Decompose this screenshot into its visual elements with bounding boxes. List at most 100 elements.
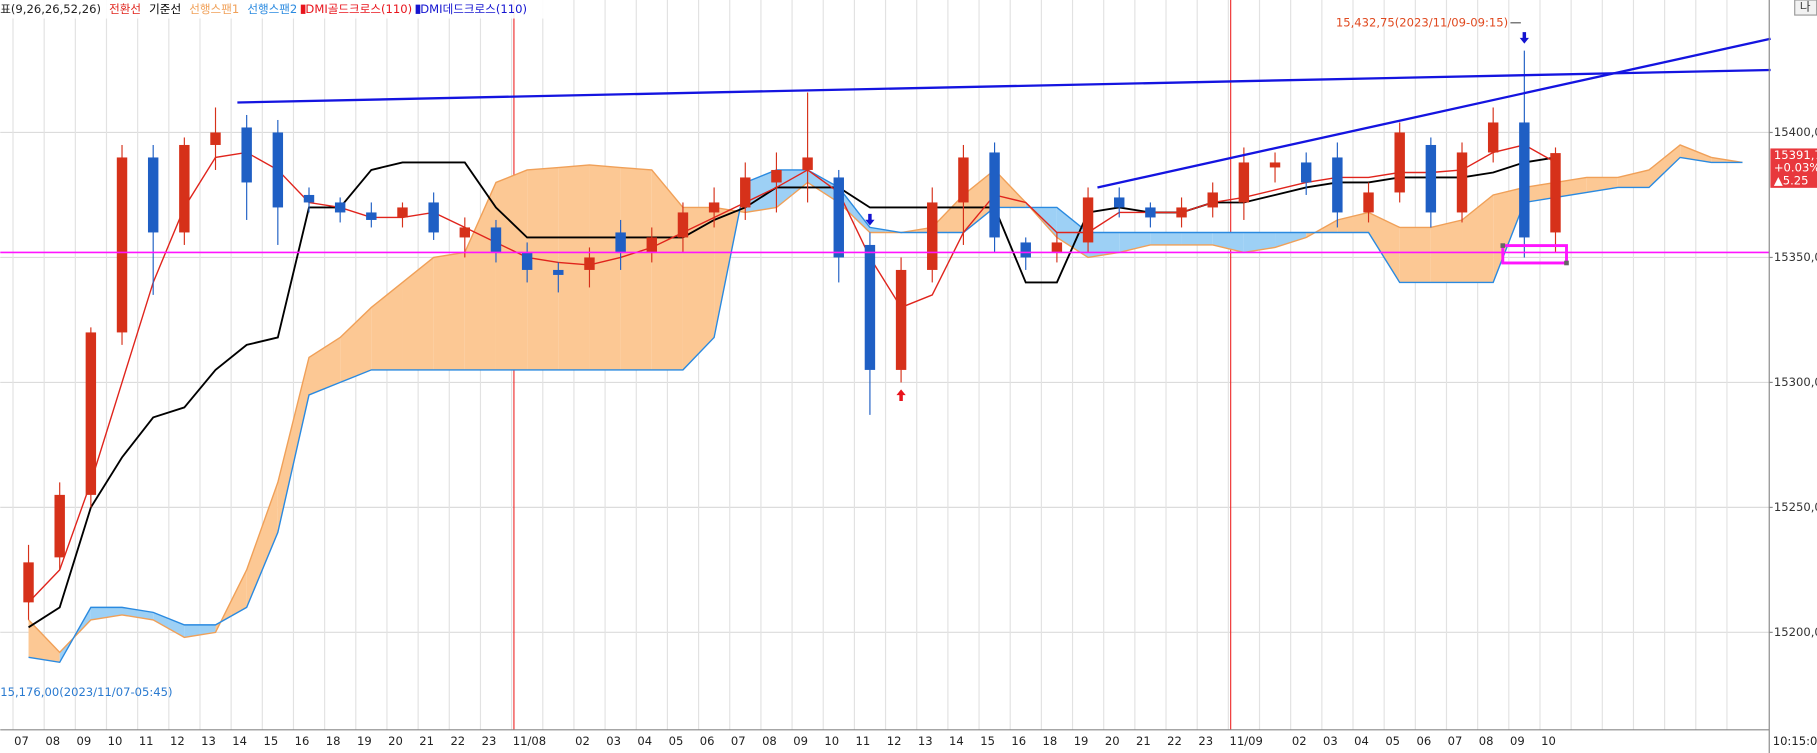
x-tick-label: 15 xyxy=(980,734,995,748)
x-tick-label: 06 xyxy=(1416,734,1431,748)
cloud-segment xyxy=(1243,232,1276,253)
x-tick-label: 02 xyxy=(1292,734,1307,748)
annotation: 15,432,75(2023/11/09-09:15) xyxy=(1336,15,1508,29)
candle-body xyxy=(1519,122,1530,238)
x-tick-label: 11 xyxy=(856,734,871,748)
legend-entry: 선행스팬2 xyxy=(247,2,297,16)
candle-body xyxy=(1176,207,1187,218)
cloud-segment xyxy=(402,257,434,370)
x-tick-label: 08 xyxy=(762,734,777,748)
trendline xyxy=(237,68,1771,104)
candle-body xyxy=(1363,192,1374,213)
cloud-segment xyxy=(495,169,528,370)
candle-body xyxy=(303,194,315,203)
cloud-segment xyxy=(1337,212,1369,233)
cloud-segment xyxy=(1399,227,1431,283)
signal-arrow xyxy=(896,389,906,401)
cloud-segment xyxy=(433,252,465,370)
x-tick-label: 05 xyxy=(669,734,684,748)
cloud-segment xyxy=(558,164,590,370)
x-tick-label: 05 xyxy=(1385,734,1400,748)
last-price-delta: ▲5.25 xyxy=(1774,173,1809,187)
cloud-segment xyxy=(308,337,341,395)
x-tick-label: 07 xyxy=(1448,734,1463,748)
candle-body xyxy=(490,227,502,253)
x-tick-label: 08 xyxy=(45,734,60,748)
candle-body xyxy=(740,177,751,208)
cloud-segment xyxy=(1275,232,1307,248)
x-tick-label: 10 xyxy=(824,734,839,748)
legend-entry: 표(9,26,26,52,26) xyxy=(0,2,101,16)
candle-body xyxy=(646,237,657,253)
legend-entry: DMI데드크로스(110) xyxy=(420,2,527,16)
candle-body xyxy=(1082,197,1094,243)
candle-body xyxy=(677,212,689,238)
x-tick-label: 03 xyxy=(1323,734,1338,748)
x-tick-label: 21 xyxy=(1136,734,1151,748)
indicator-line xyxy=(28,156,1556,629)
candle-body xyxy=(397,207,408,218)
x-tick-label: 09 xyxy=(793,734,808,748)
candle-body xyxy=(989,152,1000,238)
cloud-segment xyxy=(1430,219,1463,283)
cloud-segment xyxy=(277,357,309,533)
x-tick-label: 21 xyxy=(419,734,434,748)
candle-body xyxy=(1114,197,1125,208)
last-price-box xyxy=(1770,148,1817,188)
candle-body xyxy=(802,157,813,170)
candle-body xyxy=(1207,192,1218,208)
x-tick-label: 19 xyxy=(1074,734,1089,748)
cloud-segment xyxy=(371,282,403,370)
cloud-segment xyxy=(527,167,559,370)
x-tick-label: 02 xyxy=(575,734,590,748)
corner-label: 나 xyxy=(1800,0,1811,13)
candle-body xyxy=(85,332,97,495)
cloud-segment xyxy=(1586,177,1618,193)
cloud-segment xyxy=(963,169,995,233)
x-tick-label: 23 xyxy=(1198,734,1213,748)
x-tick-label: 11/08 xyxy=(513,734,546,748)
y-tick-label: 15300,00 xyxy=(1774,375,1817,389)
candle-body xyxy=(428,202,439,233)
cloud-segment xyxy=(1493,187,1525,283)
legend: 표(9,26,26,52,26) 전환선 기준선 선행스팬1 선행스팬2 DMI골드크로스… xyxy=(0,0,545,19)
x-tick-label: 07 xyxy=(731,734,746,748)
x-tick-label: 22 xyxy=(450,734,465,748)
candle-body xyxy=(833,177,844,258)
candle-body xyxy=(1269,162,1281,168)
legend-swatch xyxy=(300,4,306,14)
overlays: 15,432,75(2023/11/09-09:15) 15,176,00(202… xyxy=(0,15,1771,699)
candle-body xyxy=(1456,152,1468,213)
cloud-segment xyxy=(1617,169,1649,188)
candle-body xyxy=(1145,207,1156,218)
x-tick-label: 19 xyxy=(357,734,372,748)
legend-bg xyxy=(0,0,545,19)
x-tick-label: 08 xyxy=(1479,734,1494,748)
candle-body xyxy=(210,132,221,145)
x-tick-label: 23 xyxy=(482,734,497,748)
y-tick-label: 15350,00 xyxy=(1774,250,1817,264)
x-tick-label: 13 xyxy=(918,734,933,748)
candle-body xyxy=(895,269,907,370)
x-tick-label: 12 xyxy=(170,734,185,748)
cloud-segment xyxy=(340,307,372,383)
x-tick-label: 10 xyxy=(1541,734,1556,748)
x-tick-label: 10 xyxy=(108,734,123,748)
legend-entry: DMI골드크로스(110) xyxy=(305,2,412,16)
handle xyxy=(1500,243,1506,248)
candle-body xyxy=(615,232,626,253)
legend-swatch xyxy=(415,4,421,14)
time-label: 10:15:00 xyxy=(1773,734,1817,748)
candle-body xyxy=(1051,242,1063,253)
x-tick-label: 16 xyxy=(1011,734,1026,748)
candle-body xyxy=(584,257,595,270)
x-tick-label: 06 xyxy=(700,734,715,748)
axes: 15200,00 15250,00 15300,00 15350,00 15400,00… xyxy=(14,125,1817,748)
cloud-segment xyxy=(90,607,123,620)
indicator-line xyxy=(28,156,1743,664)
candle-body xyxy=(334,202,346,213)
candle-body xyxy=(864,244,876,370)
x-tick-label: 14 xyxy=(949,734,964,748)
